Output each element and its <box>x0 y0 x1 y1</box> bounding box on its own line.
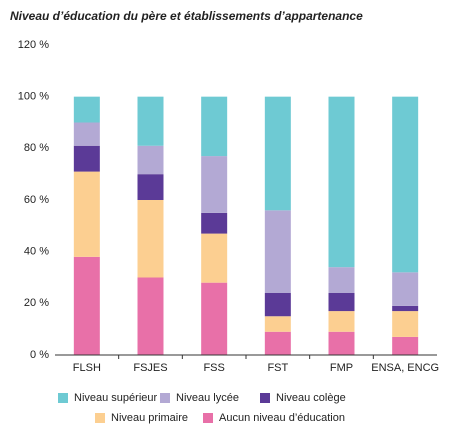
bar-segment <box>73 122 100 146</box>
bar-segment <box>264 331 291 355</box>
bar-segment <box>392 272 419 306</box>
bar-segment <box>264 316 291 332</box>
y-tick-label: 0 % <box>30 349 49 361</box>
bar-segment <box>73 256 100 355</box>
bar-segment <box>264 293 291 317</box>
bar-segment <box>201 96 228 157</box>
x-tick-label: ENSA, ENCG <box>371 362 439 374</box>
bar-segment <box>201 282 228 355</box>
bar-segment <box>73 96 100 123</box>
legend-swatch <box>95 413 105 423</box>
bar-segment <box>328 267 355 293</box>
bar-segment <box>137 96 164 146</box>
bar-segment <box>137 145 164 175</box>
legend-label: Niveau colège <box>276 392 346 404</box>
legend-label: Aucun niveau d’éducation <box>219 412 345 424</box>
x-tick-label: FSJES <box>133 362 167 374</box>
bar-segment <box>328 311 355 332</box>
bar-segment <box>73 145 100 172</box>
legend-swatch <box>58 393 68 403</box>
legend-swatch <box>160 393 170 403</box>
x-tick-label: FSS <box>203 362 224 374</box>
legend-label: Niveau lycée <box>176 392 239 404</box>
y-tick-label: 80 % <box>24 142 49 154</box>
legend-swatch <box>260 393 270 403</box>
y-tick-label: 60 % <box>24 194 49 206</box>
chart-title: Niveau d’éducation du père et établissem… <box>10 9 363 23</box>
bar-segment <box>137 174 164 200</box>
bar-segment <box>264 96 291 211</box>
x-tick-label: FLSH <box>73 362 101 374</box>
y-tick-label: 100 % <box>18 91 49 103</box>
legend-label: Niveau primaire <box>111 412 188 424</box>
bar-segment <box>392 305 419 312</box>
y-tick-label: 20 % <box>24 297 49 309</box>
bar-segment <box>201 233 228 283</box>
bar-segment <box>392 311 419 337</box>
bar-segment <box>137 200 164 278</box>
y-tick-label: 120 % <box>18 39 49 51</box>
x-tick-label: FMP <box>330 362 353 374</box>
bar-segment <box>392 96 419 273</box>
bar-segment <box>328 293 355 312</box>
y-tick-label: 40 % <box>24 246 49 258</box>
legend-label: Niveau supérieur <box>74 392 157 404</box>
bar-segment <box>328 331 355 355</box>
x-tick-label: FST <box>267 362 288 374</box>
bar-segment <box>392 336 419 355</box>
bar-segment <box>328 96 355 268</box>
bar-segment <box>201 156 228 213</box>
bar-segment <box>201 212 228 234</box>
bar-segment <box>137 277 164 355</box>
bar-segment <box>73 171 100 257</box>
bar-segment <box>264 210 291 293</box>
legend-swatch <box>203 413 213 423</box>
